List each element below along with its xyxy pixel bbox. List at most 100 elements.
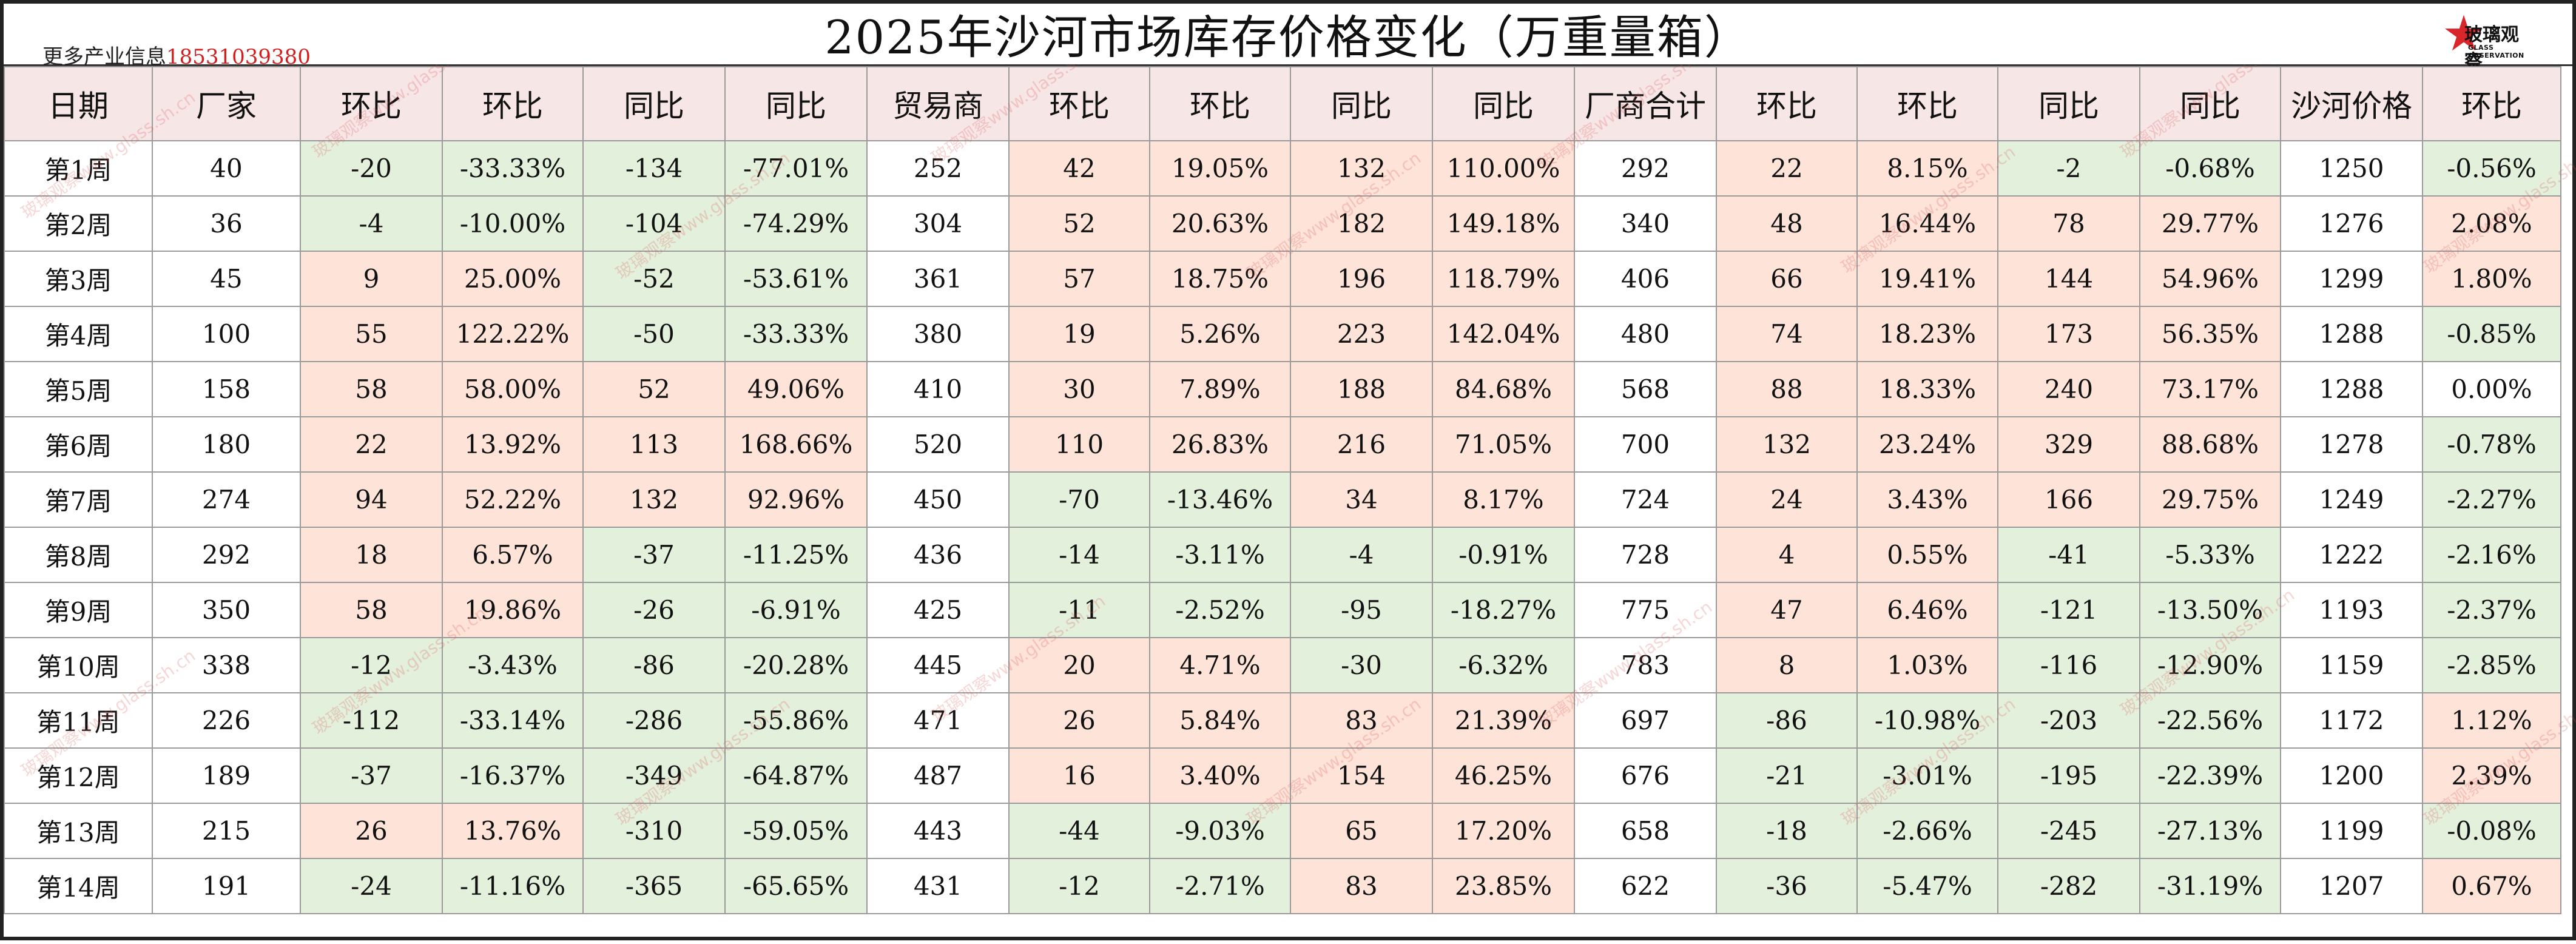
value-cell: -0.56% bbox=[2422, 140, 2561, 197]
value-cell: 406 bbox=[1574, 251, 1717, 307]
value-cell: 252 bbox=[866, 140, 1010, 197]
week-cell: 第8周 bbox=[4, 527, 153, 583]
column-header: 环比 bbox=[1716, 66, 1858, 141]
value-cell: -20 bbox=[300, 140, 443, 197]
value-cell: 110.00% bbox=[1432, 140, 1575, 197]
value-cell: -3.11% bbox=[1149, 527, 1291, 583]
value-cell: 350 bbox=[152, 582, 301, 638]
value-cell: 132 bbox=[582, 471, 726, 528]
value-cell: 1199 bbox=[2280, 803, 2423, 859]
value-cell: 132 bbox=[1716, 416, 1858, 473]
value-cell: -5.33% bbox=[2139, 527, 2281, 583]
value-cell: 1.80% bbox=[2422, 251, 2561, 307]
value-cell: 18.75% bbox=[1149, 251, 1291, 307]
value-cell: -2.27% bbox=[2422, 471, 2561, 528]
week-cell: 第14周 bbox=[4, 858, 153, 914]
value-cell: -13.50% bbox=[2139, 582, 2281, 638]
value-cell: 49.06% bbox=[724, 361, 868, 417]
value-cell: 676 bbox=[1574, 747, 1717, 804]
value-cell: -195 bbox=[1997, 747, 2140, 804]
value-cell: 40 bbox=[152, 140, 301, 197]
value-cell: 1159 bbox=[2280, 637, 2423, 693]
week-cell: 第13周 bbox=[4, 803, 153, 859]
table-row: 第4周 100 55 122.22% -50 -33.33% 380 19 5.26% 223 14… bbox=[4, 306, 2561, 362]
value-cell: 182 bbox=[1290, 195, 1433, 252]
value-cell: 425 bbox=[866, 582, 1010, 638]
value-cell: -282 bbox=[1997, 858, 2140, 914]
table-row: 第3周 45 9 25.00% -52 -53.61% 361 57 18.75% 196 118.… bbox=[4, 251, 2561, 307]
week-cell: 第10周 bbox=[4, 637, 153, 693]
value-cell: -18.27% bbox=[1432, 582, 1575, 638]
value-cell: -12.90% bbox=[2139, 637, 2281, 693]
value-cell: 30 bbox=[1008, 361, 1150, 417]
value-cell: 132 bbox=[1290, 140, 1433, 197]
value-cell: 487 bbox=[866, 747, 1010, 804]
week-cell: 第5周 bbox=[4, 361, 153, 417]
value-cell: 6.57% bbox=[442, 527, 584, 583]
value-cell: 658 bbox=[1574, 803, 1717, 859]
value-cell: 6.46% bbox=[1856, 582, 1998, 638]
value-cell: 83 bbox=[1290, 858, 1433, 914]
value-cell: -64.87% bbox=[724, 747, 868, 804]
week-cell: 第4周 bbox=[4, 306, 153, 362]
value-cell: -33.33% bbox=[724, 306, 868, 362]
value-cell: 4 bbox=[1716, 527, 1858, 583]
value-cell: 73.17% bbox=[2139, 361, 2281, 417]
page-title: 2025年沙河市场库存价格变化（万重量箱） bbox=[824, 10, 1752, 64]
value-cell: -134 bbox=[582, 140, 726, 197]
value-cell: 22 bbox=[1716, 140, 1858, 197]
value-cell: 191 bbox=[152, 858, 301, 914]
value-cell: -349 bbox=[582, 747, 726, 804]
value-cell: -33.33% bbox=[442, 140, 584, 197]
value-cell: 189 bbox=[152, 747, 301, 804]
value-cell: 0.00% bbox=[2422, 361, 2561, 417]
column-header: 同比 bbox=[582, 66, 726, 141]
value-cell: 22 bbox=[300, 416, 443, 473]
value-cell: -24 bbox=[300, 858, 443, 914]
value-cell: 1299 bbox=[2280, 251, 2423, 307]
value-cell: 158 bbox=[152, 361, 301, 417]
week-cell: 第11周 bbox=[4, 692, 153, 749]
value-cell: -16.37% bbox=[442, 747, 584, 804]
value-cell: 26.83% bbox=[1149, 416, 1291, 473]
value-cell: 7.89% bbox=[1149, 361, 1291, 417]
value-cell: 445 bbox=[866, 637, 1010, 693]
value-cell: -203 bbox=[1997, 692, 2140, 749]
value-cell: -22.39% bbox=[2139, 747, 2281, 804]
value-cell: -3.43% bbox=[442, 637, 584, 693]
value-cell: 1250 bbox=[2280, 140, 2423, 197]
value-cell: -6.91% bbox=[724, 582, 868, 638]
value-cell: -11.25% bbox=[724, 527, 868, 583]
value-cell: 1200 bbox=[2280, 747, 2423, 804]
value-cell: -286 bbox=[582, 692, 726, 749]
value-cell: -121 bbox=[1997, 582, 2140, 638]
value-cell: -18 bbox=[1716, 803, 1858, 859]
value-cell: 1172 bbox=[2280, 692, 2423, 749]
value-cell: 23.24% bbox=[1856, 416, 1998, 473]
value-cell: 149.18% bbox=[1432, 195, 1575, 252]
value-cell: 431 bbox=[866, 858, 1010, 914]
value-cell: -59.05% bbox=[724, 803, 868, 859]
value-cell: 83 bbox=[1290, 692, 1433, 749]
value-cell: -4 bbox=[300, 195, 443, 252]
value-cell: 24 bbox=[1716, 471, 1858, 528]
value-cell: 46.25% bbox=[1432, 747, 1575, 804]
value-cell: -95 bbox=[1290, 582, 1433, 638]
value-cell: 5.84% bbox=[1149, 692, 1291, 749]
column-header: 环比 bbox=[1856, 66, 1998, 141]
value-cell: 113 bbox=[582, 416, 726, 473]
value-cell: 71.05% bbox=[1432, 416, 1575, 473]
value-cell: 20 bbox=[1008, 637, 1150, 693]
value-cell: -55.86% bbox=[724, 692, 868, 749]
value-cell: 1276 bbox=[2280, 195, 2423, 252]
value-cell: -14 bbox=[1008, 527, 1150, 583]
value-cell: -0.78% bbox=[2422, 416, 2561, 473]
value-cell: 471 bbox=[866, 692, 1010, 749]
value-cell: 1193 bbox=[2280, 582, 2423, 638]
value-cell: 361 bbox=[866, 251, 1010, 307]
value-cell: 18.23% bbox=[1856, 306, 1998, 362]
value-cell: 329 bbox=[1997, 416, 2140, 473]
column-header: 厂家 bbox=[152, 66, 301, 141]
value-cell: 154 bbox=[1290, 747, 1433, 804]
